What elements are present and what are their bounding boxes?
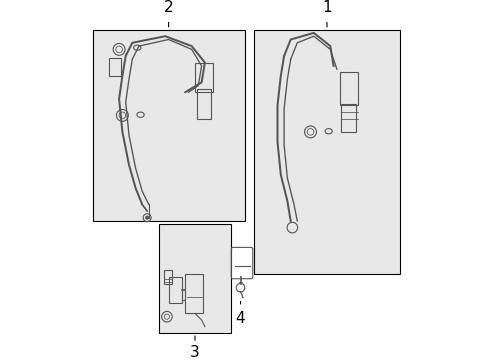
Bar	[196, 89, 211, 119]
Bar	[340, 72, 358, 105]
Bar	[341, 104, 355, 132]
Circle shape	[145, 216, 148, 219]
Text: 3: 3	[190, 345, 200, 360]
Bar	[185, 274, 203, 314]
Text: 2: 2	[163, 0, 173, 15]
Bar	[109, 58, 121, 76]
FancyBboxPatch shape	[254, 30, 399, 274]
Bar	[163, 270, 172, 284]
Text: 1: 1	[322, 0, 331, 15]
Bar	[168, 277, 182, 303]
Bar	[195, 63, 213, 92]
FancyBboxPatch shape	[159, 224, 231, 333]
FancyBboxPatch shape	[93, 30, 244, 221]
Text: 4: 4	[235, 311, 245, 326]
